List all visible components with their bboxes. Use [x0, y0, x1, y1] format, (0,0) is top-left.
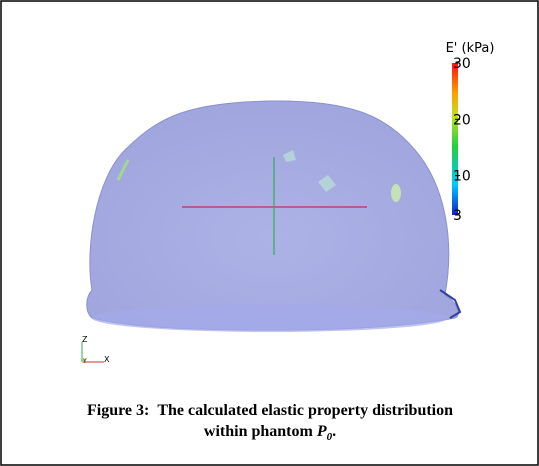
- hotspot: [391, 184, 401, 202]
- caption-text: within phantom: [204, 423, 314, 440]
- colorbar-tick-label: 10: [453, 169, 471, 185]
- colorbar-tick-label: 30: [453, 56, 471, 72]
- caption-end: .: [332, 423, 336, 440]
- caption-line: Figure 3: The calculated elastic property…: [87, 402, 453, 419]
- triad-z-label: Z: [82, 335, 88, 344]
- phantom-surface: [87, 101, 459, 330]
- colorbar: [452, 63, 458, 215]
- phantom-base: [92, 304, 448, 332]
- colorbar-title: E' (kPa): [446, 41, 495, 56]
- caption-label: Figure 3:: [87, 402, 149, 419]
- caption-text: The calculated elastic property distribu…: [157, 402, 453, 419]
- caption-symbol: P: [316, 423, 327, 440]
- colorbar-tick-label: 20: [453, 112, 471, 128]
- triad-y-label: Y: [82, 358, 87, 365]
- figure-page: E' (kPa) 30 20 10 3 Z Y X Figure 3: The calc…: [0, 0, 539, 466]
- colorbar-tick-label: 3: [453, 208, 462, 224]
- figure: E' (kPa) 30 20 10 3 Z Y X Figure 3: The calc…: [0, 0, 539, 466]
- triad-x-label: X: [104, 355, 110, 364]
